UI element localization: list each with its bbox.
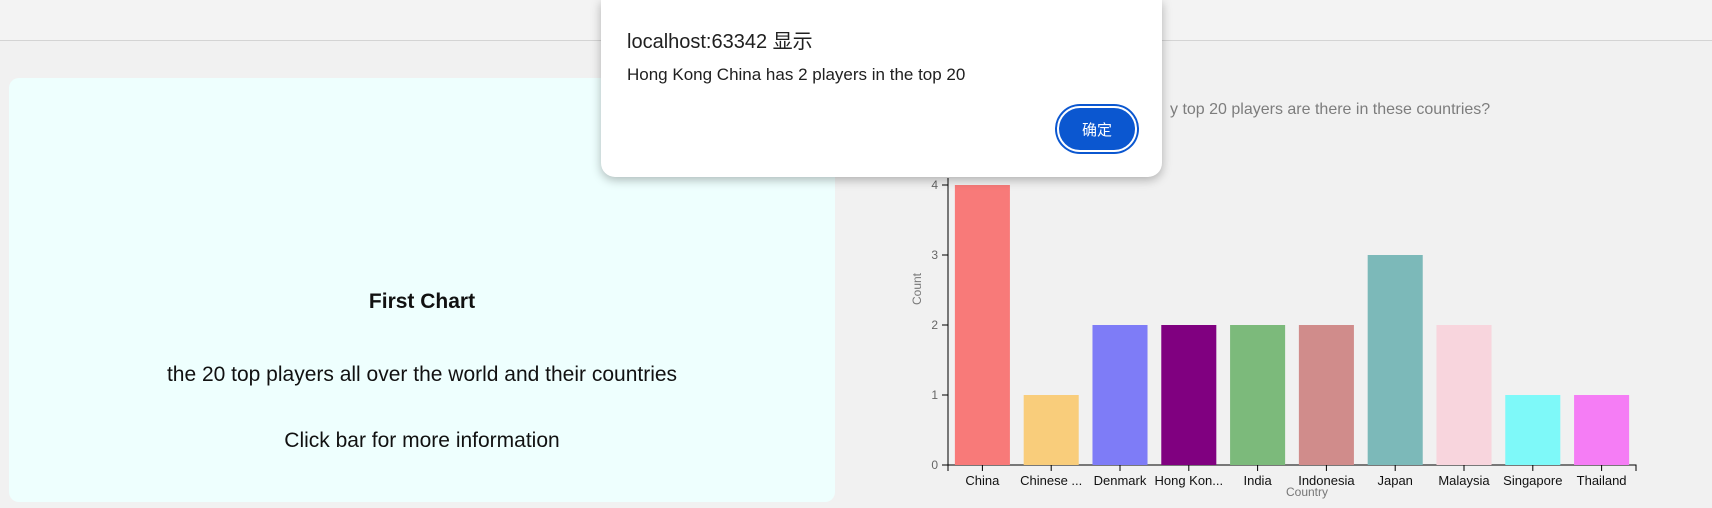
bar[interactable]: [1230, 325, 1286, 465]
x-tick-label: China: [965, 473, 1000, 488]
x-tick-label: Indonesia: [1298, 473, 1355, 488]
bar[interactable]: [1298, 325, 1354, 465]
x-tick-label: Singapore: [1503, 473, 1562, 488]
x-tick-label: Malaysia: [1438, 473, 1490, 488]
bar[interactable]: [1574, 395, 1630, 465]
y-tick-label: 1: [931, 388, 938, 402]
bar[interactable]: [1161, 325, 1217, 465]
x-tick-label: Denmark: [1094, 473, 1147, 488]
y-tick-label: 4: [931, 178, 938, 192]
x-tick-label: Thailand: [1577, 473, 1627, 488]
dialog-title: localhost:63342 显示: [627, 31, 813, 53]
bar[interactable]: [1505, 395, 1561, 465]
x-tick-label: Hong Kon...: [1154, 473, 1223, 488]
chart-question: y top 20 players are there in these coun…: [1170, 101, 1491, 118]
alert-dialog: localhost:63342 显示 Hong Kong China has 2…: [601, 0, 1162, 177]
dialog-ok-button[interactable]: 确定: [1057, 106, 1137, 152]
bar[interactable]: [1023, 395, 1079, 465]
x-tick-label: India: [1243, 473, 1272, 488]
bar[interactable]: [954, 185, 1010, 465]
x-axis-line: [947, 464, 1637, 471]
x-axis-label: Country: [1286, 485, 1328, 499]
y-tick-label: 0: [931, 458, 938, 472]
bar[interactable]: [1092, 325, 1148, 465]
bar[interactable]: [1436, 325, 1492, 465]
y-tick-label: 2: [931, 318, 938, 332]
y-axis-label: Count: [910, 272, 924, 305]
info-title: First Chart: [368, 290, 476, 313]
bar[interactable]: [1367, 255, 1423, 465]
info-description: the 20 top players all over the world an…: [166, 363, 678, 386]
dialog-message: Hong Kong China has 2 players in the top…: [627, 65, 966, 84]
y-tick-label: 3: [931, 248, 938, 262]
info-hint: Click bar for more information: [284, 429, 560, 452]
x-tick-label: Chinese ...: [1020, 473, 1082, 488]
x-tick-label: Japan: [1377, 473, 1412, 488]
